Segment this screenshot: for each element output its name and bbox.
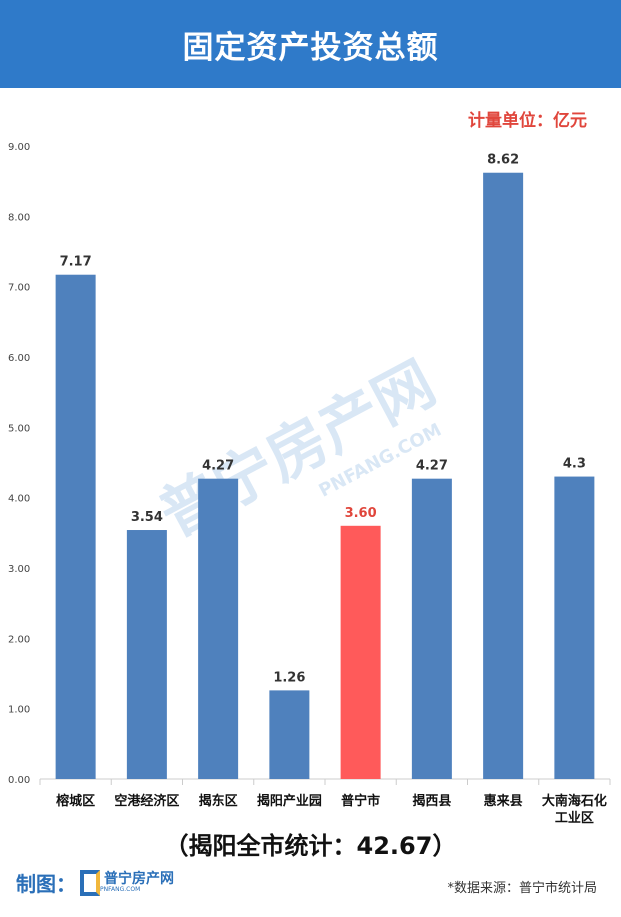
x-tick-label: 大南海石化 xyxy=(542,793,607,809)
data-label: 1.26 xyxy=(273,670,305,685)
x-tick-label: 惠来县 xyxy=(484,793,523,809)
logo-house-icon xyxy=(80,869,100,896)
y-tick-label: 7.00 xyxy=(8,283,30,294)
bar xyxy=(198,478,239,779)
data-label: 3.60 xyxy=(345,506,377,521)
logo-sub: PNFANG.COM xyxy=(100,886,141,893)
page-title: 固定资产投资总额 xyxy=(182,29,439,66)
x-tick-label: 揭阳产业园 xyxy=(257,793,322,809)
data-label: 8.62 xyxy=(487,153,519,168)
bar xyxy=(126,530,167,779)
total-summary: （揭阳全市统计：42.67） xyxy=(164,832,457,860)
y-tick-label: 2.00 xyxy=(8,634,30,645)
x-tick-label: 榕城区 xyxy=(56,793,95,809)
data-label: 4.3 xyxy=(563,457,586,472)
y-tick-label: 9.00 xyxy=(8,142,30,153)
y-tick-label: 0.00 xyxy=(8,775,30,786)
y-tick-label: 8.00 xyxy=(8,212,30,223)
x-tick-label: 空港经济区 xyxy=(114,793,179,809)
x-tick-label: 工业区 xyxy=(555,810,594,826)
y-tick-label: 3.00 xyxy=(8,564,30,575)
y-tick-label: 5.00 xyxy=(8,423,30,434)
x-tick-label: 揭西县 xyxy=(412,793,451,809)
data-label: 4.27 xyxy=(202,459,234,474)
x-tick-label: 普宁市 xyxy=(341,793,380,809)
logo-name: 普宁房产网 xyxy=(104,871,174,887)
data-label: 7.17 xyxy=(60,255,92,270)
maker: 制图： 普宁房产网 PNFANG.COM xyxy=(16,868,174,897)
unit-label: 计量单位：亿元 xyxy=(468,111,587,131)
bar xyxy=(411,478,452,779)
data-label: 3.54 xyxy=(131,510,163,525)
header: 固定资产投资总额 xyxy=(0,0,621,88)
y-tick-label: 6.00 xyxy=(8,353,30,364)
bar xyxy=(554,476,595,779)
data-source: *数据来源：普宁市统计局 xyxy=(447,881,597,896)
y-tick-label: 4.00 xyxy=(8,494,30,505)
maker-label: 制图： xyxy=(16,872,76,896)
bar xyxy=(55,274,96,779)
y-tick-label: 1.00 xyxy=(8,705,30,716)
x-tick-label: 揭东区 xyxy=(199,793,238,809)
bar xyxy=(269,690,310,779)
bar xyxy=(483,172,524,779)
data-label: 4.27 xyxy=(416,459,448,474)
logo: 普宁房产网 PNFANG.COM xyxy=(80,869,174,896)
bar-chart: 0.00 1.00 2.00 3.00 4.00 5.00 6.00 7.00 8.00 9.00… xyxy=(8,142,611,826)
bar xyxy=(340,525,381,779)
